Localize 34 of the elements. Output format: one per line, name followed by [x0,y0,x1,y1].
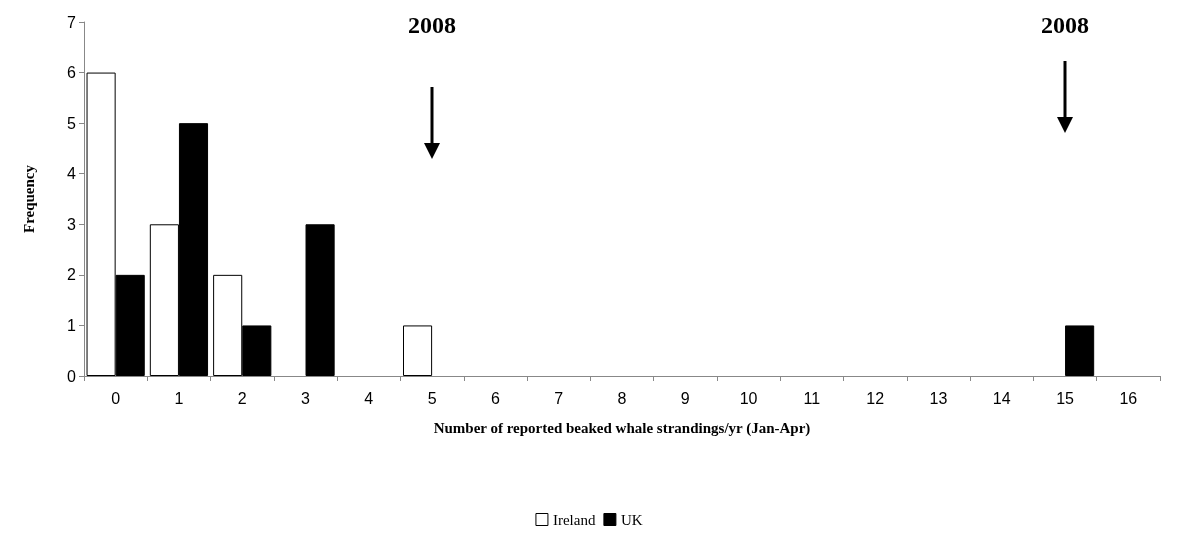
x-axis-title: Number of reported beaked whale strandings/yr (Jan-Apr) [433,419,811,437]
x-tick-label: 5 [427,389,437,407]
y-tick-label: 5 [67,114,77,132]
x-tick-label: 14 [992,389,1011,407]
x-tick-label: 7 [554,389,564,407]
bar [305,224,335,376]
x-tick-label: 0 [111,389,121,407]
x-tick-label: 3 [301,389,311,407]
x-tick-label: 9 [680,389,690,407]
x-tick-label: 8 [617,389,627,407]
y-axis-title: Frequency [20,164,37,234]
x-tick-label: 16 [1119,389,1138,407]
x-tick-label: 6 [490,389,500,407]
bar [403,325,433,376]
y-tick-label: 3 [67,215,77,233]
y-tick-label: 6 [67,64,77,82]
x-tick-label: 1 [174,389,184,407]
x-tick-label: 2 [237,389,247,407]
x-tick-label: 12 [866,389,885,407]
x-tick-label: 15 [1056,389,1075,407]
y-tick-label: 0 [67,367,77,385]
legend-label: UK [620,511,643,528]
x-tick-label: 10 [739,389,758,407]
y-tick-label: 7 [67,13,77,31]
x-tick-label: 4 [364,389,374,407]
y-tick-label: 2 [67,266,77,284]
bar [1065,325,1095,376]
y-tick-label: 4 [67,165,77,183]
x-tick-label: 11 [803,389,821,407]
y-tick-label: 1 [67,316,77,334]
annotation: 2008 [1040,12,1091,39]
x-tick-label: 13 [929,389,948,407]
annotation: 2008 [407,12,458,39]
legend-label: Ireland [552,511,596,528]
